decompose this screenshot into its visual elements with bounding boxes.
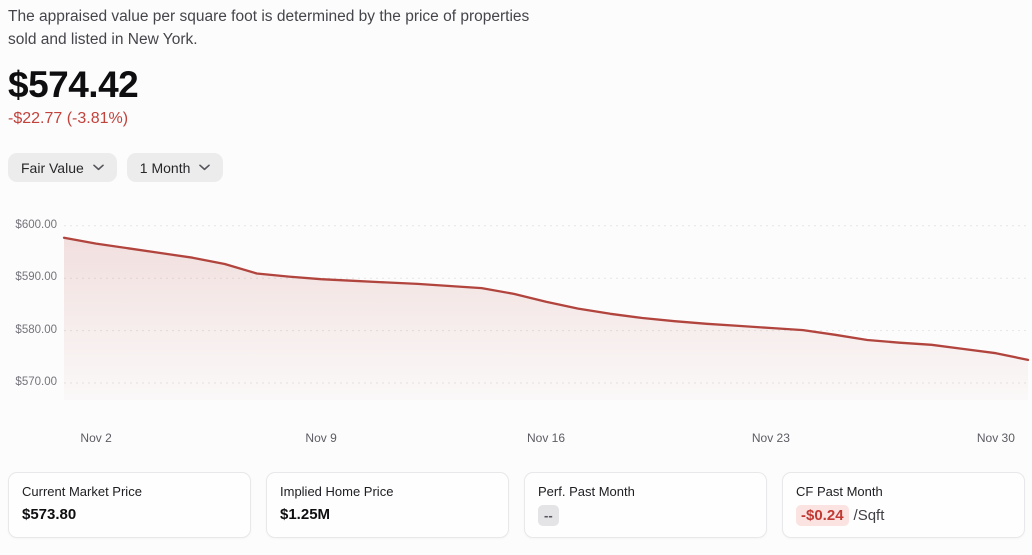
period-dropdown[interactable]: 1 Month xyxy=(126,153,224,182)
x-axis-tick-label: Nov 30 xyxy=(976,431,1015,445)
fair-value-chart-svg xyxy=(62,225,1030,400)
x-axis-labels: Nov 2 Nov 9 Nov 16 Nov 23 Nov 30 xyxy=(0,431,1032,447)
stat-label: Perf. Past Month xyxy=(538,484,635,499)
fair-value-change: -$22.77 (-3.81%) xyxy=(8,110,129,127)
stat-card-cf-past-month: CF Past Month -$0.24 /Sqft xyxy=(782,472,1025,538)
stat-value: $573.80 xyxy=(22,506,77,523)
y-axis-tick-label: $570.00 xyxy=(15,376,57,389)
x-axis-tick-label: Nov 9 xyxy=(305,431,337,445)
chevron-down-icon xyxy=(199,164,211,171)
price-line xyxy=(62,236,1030,362)
area-fill xyxy=(64,237,1028,400)
metric-dropdown-label: Fair Value xyxy=(21,159,84,176)
chart-controls: Fair Value 1 Month xyxy=(8,153,224,182)
stat-card-current-market-price: Current Market Price $573.80 xyxy=(8,472,251,538)
period-dropdown-label: 1 Month xyxy=(139,159,191,176)
stat-label: Implied Home Price xyxy=(280,484,394,499)
x-axis-tick-label: Nov 23 xyxy=(751,431,790,445)
stat-label: CF Past Month xyxy=(796,484,883,499)
stat-card-implied-home-price: Implied Home Price $1.25M xyxy=(266,472,509,538)
stat-value: $1.25M xyxy=(280,506,331,523)
stat-value: -- xyxy=(538,505,753,526)
stat-label: Current Market Price xyxy=(22,484,142,499)
stat-value-suffix: /Sqft xyxy=(853,507,885,524)
metric-dropdown[interactable]: Fair Value xyxy=(8,153,117,182)
stat-cards: Current Market Price $573.80 Implied Hom… xyxy=(8,472,1025,538)
fair-value-chart[interactable] xyxy=(0,210,1032,425)
x-axis-tick-label: Nov 2 xyxy=(80,431,112,445)
x-axis-tick-label: Nov 16 xyxy=(526,431,566,445)
fair-value-amount: $574.42 xyxy=(8,64,139,105)
chevron-down-icon xyxy=(92,164,104,171)
stat-value: -$0.24 /Sqft xyxy=(796,505,1011,526)
page-description: The appraised value per square foot is d… xyxy=(8,8,530,48)
y-axis-tick-label: $590.00 xyxy=(15,271,57,284)
stat-card-perf-past-month: Perf. Past Month -- xyxy=(524,472,767,538)
negative-value-badge: -$0.24 xyxy=(796,505,849,526)
y-axis-tick-label: $600.00 xyxy=(15,218,57,231)
neutral-value-badge: -- xyxy=(538,505,559,526)
y-axis-tick-label: $580.00 xyxy=(15,323,57,336)
